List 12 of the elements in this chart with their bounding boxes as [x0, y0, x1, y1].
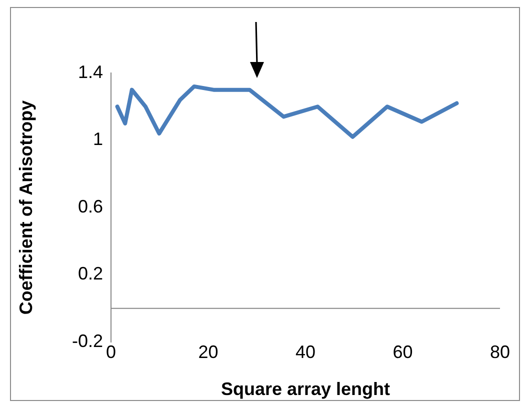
x-tick-label: 80	[490, 342, 510, 362]
x-axis-title: Square array lenght	[220, 379, 390, 400]
y-axis-title: Coefficient of Anisotropy	[16, 100, 36, 315]
x-tick-label: 40	[295, 342, 316, 362]
y-tick-label: 0.6	[78, 196, 103, 216]
x-tick-label: 0	[106, 342, 116, 362]
y-tick-label: -0.2	[72, 330, 103, 351]
y-tick-label: 1.4	[78, 62, 103, 82]
x-tick-label: 20	[198, 342, 218, 362]
y-tick-label: 0.2	[78, 264, 103, 284]
x-tick-label: 60	[392, 342, 413, 362]
y-tick-label: 1	[92, 129, 103, 150]
